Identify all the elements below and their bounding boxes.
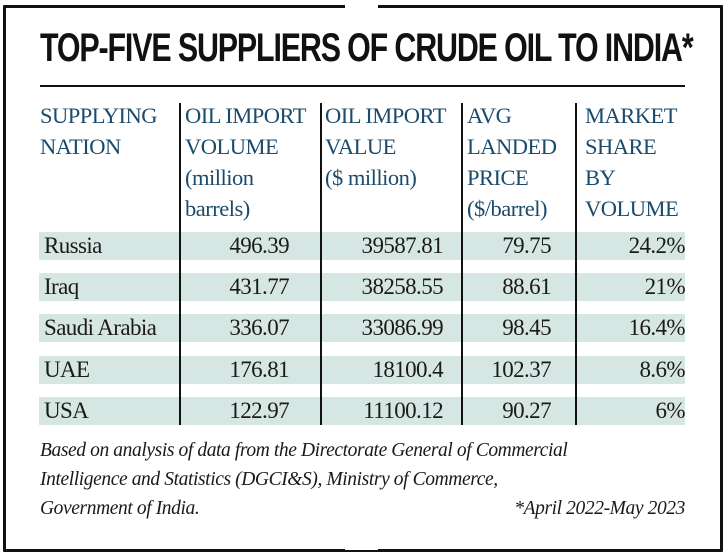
cell-price: 90.27: [502, 398, 551, 423]
cell-price: 98.45: [502, 315, 551, 340]
table-row-band: [39, 232, 685, 260]
cell-value: 11100.12: [363, 398, 443, 423]
cell-price: 88.61: [502, 274, 551, 299]
cell-share: 24.2%: [628, 233, 686, 258]
header-market-share: MARKET SHARE BY VOLUME: [585, 103, 679, 221]
source-note: Based on analysis of data from the Direc…: [40, 440, 568, 519]
cell-value: 18100.4: [372, 357, 443, 382]
frame-notch-top: [345, 3, 378, 9]
header-avg-landed-price: AVG LANDED PRICE ($/barrel): [467, 103, 557, 221]
cell-value: 33086.99: [361, 315, 444, 340]
cell-volume: 431.77: [229, 274, 289, 299]
header-supplying-nation: SUPPLYING NATION: [40, 103, 158, 159]
header-import-volume: OIL IMPORT VOLUME (million barrels): [185, 103, 306, 221]
table-row-band: [39, 356, 685, 384]
column-divider: [320, 103, 322, 425]
header-import-value: OIL IMPORT VALUE ($ million): [325, 103, 446, 190]
cell-value: 38258.55: [361, 274, 444, 299]
chart-title: TOP-FIVE SUPPLIERS OF CRUDE OIL TO INDIA…: [40, 26, 694, 70]
column-divider: [575, 103, 577, 425]
cell-nation: Iraq: [44, 274, 79, 299]
frame-notch-bottom: [345, 544, 378, 550]
cell-share: 6%: [655, 398, 686, 423]
cell-nation: Russia: [44, 233, 102, 258]
cell-nation: USA: [44, 398, 89, 423]
table-row-band: [39, 314, 685, 342]
cell-volume: 176.81: [229, 357, 289, 382]
cell-value: 39587.81: [361, 233, 444, 258]
table-row-band: [39, 397, 685, 425]
cell-volume: 122.97: [229, 398, 289, 423]
cell-price: 102.37: [491, 357, 551, 382]
column-divider: [461, 103, 463, 425]
cell-share: 8.6%: [639, 357, 685, 382]
cell-volume: 336.07: [229, 315, 289, 340]
cell-nation: Saudi Arabia: [44, 315, 157, 340]
period-note: *April 2022-May 2023: [514, 498, 685, 519]
cell-share: 16.4%: [628, 315, 686, 340]
column-divider: [179, 103, 181, 425]
title-divider: [40, 85, 685, 87]
cell-share: 21%: [644, 274, 686, 299]
cell-price: 79.75: [502, 233, 551, 258]
table-row-band: [39, 273, 685, 301]
cell-nation: UAE: [44, 357, 90, 382]
cell-volume: 496.39: [229, 233, 289, 258]
